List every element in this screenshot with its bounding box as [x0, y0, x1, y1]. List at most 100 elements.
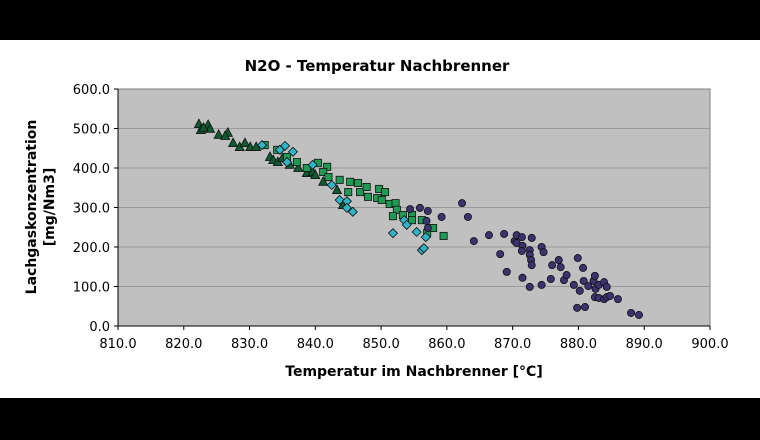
data-point-triangle: [293, 162, 304, 172]
data-point-circle: [500, 229, 509, 238]
data-point-diamond: [347, 206, 358, 217]
y-tick-label: 400.0: [73, 162, 110, 177]
data-point-circle: [584, 282, 593, 291]
data-point-diamond: [420, 232, 431, 243]
data-point-square: [363, 192, 372, 201]
data-point-triangle: [227, 137, 239, 148]
data-point-triangle: [220, 130, 231, 140]
data-point-circle: [423, 207, 432, 216]
data-point-square: [302, 163, 311, 172]
y-axis-label-line2: [mg/Nm3]: [42, 168, 58, 247]
data-point-diamond: [401, 219, 412, 230]
data-point-triangle: [213, 128, 224, 139]
data-point-circle: [422, 216, 431, 225]
x-tick-label: 830.0: [231, 337, 268, 352]
data-point-circle: [517, 246, 526, 255]
data-point-diamond: [326, 179, 337, 191]
data-point-circle: [573, 303, 582, 312]
data-point-square: [388, 212, 397, 221]
data-point-circle: [537, 280, 546, 289]
data-point-circle: [502, 267, 511, 276]
data-point-diamond: [341, 202, 352, 213]
data-point-circle: [613, 295, 622, 304]
data-point-circle: [437, 212, 446, 221]
y-tick-label: 100.0: [73, 281, 110, 296]
data-point-square: [356, 188, 365, 197]
data-point-diamond: [281, 157, 293, 168]
data-point-square: [377, 195, 386, 204]
x-tick-label: 840.0: [297, 337, 334, 352]
data-point-circle: [602, 282, 611, 291]
data-point-circle: [415, 203, 424, 212]
data-point-circle: [579, 263, 588, 272]
data-point-square: [354, 179, 363, 188]
x-axis-label: Temperatur im Nachbrenner [°C]: [285, 364, 542, 380]
plot-area: 0.0 100.0 200.0 300.0 400.0 500.0 600.0 810.0 82…: [73, 83, 729, 352]
data-point-circle: [546, 274, 555, 283]
data-point-square: [391, 199, 400, 208]
data-point-circle: [423, 224, 432, 233]
x-tick-label: 900.0: [691, 337, 728, 352]
x-tick-label: 850.0: [363, 337, 400, 352]
data-point-circle: [590, 271, 599, 280]
x-tick-label: 890.0: [626, 337, 663, 352]
data-point-circle: [579, 276, 588, 285]
data-point-diamond: [256, 140, 268, 151]
data-point-square: [292, 158, 301, 167]
x-tick-label: 820.0: [165, 337, 202, 352]
data-point-circle: [575, 286, 584, 295]
data-point-square: [335, 175, 344, 184]
data-point-triangle: [198, 121, 209, 132]
data-point-circle: [496, 250, 505, 259]
data-point-circle: [527, 261, 536, 270]
data-point-circle: [606, 291, 615, 300]
data-point-square: [362, 182, 371, 191]
data-point-square: [346, 177, 355, 186]
data-point-square: [381, 188, 390, 197]
y-tick-label: 200.0: [73, 241, 110, 256]
data-point-circle: [518, 273, 527, 282]
data-point-diamond: [411, 226, 422, 238]
x-tick-label: 870.0: [494, 337, 531, 352]
data-point-square: [344, 188, 353, 197]
y-tick-label: 300.0: [73, 202, 110, 217]
data-point-circle: [569, 280, 578, 289]
x-tick-label: 880.0: [560, 337, 597, 352]
x-tick-label: 860.0: [428, 337, 465, 352]
data-point-diamond: [287, 146, 299, 157]
data-point-diamond: [387, 228, 399, 239]
chart-title: N2O - Temperatur Nachbrenner: [245, 57, 510, 75]
data-point-circle: [627, 308, 636, 317]
data-point-circle: [458, 199, 467, 208]
data-point-circle: [573, 254, 582, 263]
data-point-diamond: [274, 144, 285, 155]
data-point-circle: [484, 231, 493, 240]
y-tick-label: 600.0: [73, 83, 110, 98]
data-point-circle: [548, 261, 557, 270]
data-point-square: [324, 173, 333, 182]
data-point-triangle: [239, 137, 251, 148]
data-point-diamond: [418, 243, 429, 254]
data-point-circle: [539, 248, 548, 257]
y-axis-label-line1: Lachgaskonzentration: [24, 120, 40, 295]
y-tick-label: 0.0: [89, 320, 110, 335]
x-tick-label: 810.0: [99, 337, 136, 352]
data-point-diamond: [334, 194, 345, 206]
data-point-circle: [554, 256, 563, 265]
data-point-circle: [463, 212, 472, 221]
data-point-triangle: [310, 169, 321, 180]
data-point-square: [439, 231, 448, 240]
data-point-circle: [517, 233, 526, 242]
data-point-circle: [469, 237, 478, 246]
data-point-circle: [562, 271, 571, 280]
data-point-diamond: [307, 159, 318, 170]
data-point-circle: [556, 263, 565, 272]
y-tick-label: 500.0: [73, 123, 110, 138]
data-point-circle: [634, 310, 643, 319]
data-point-circle: [406, 205, 415, 214]
data-point-triangle: [331, 184, 343, 195]
data-point-square: [319, 167, 328, 176]
data-point-circle: [527, 233, 536, 242]
